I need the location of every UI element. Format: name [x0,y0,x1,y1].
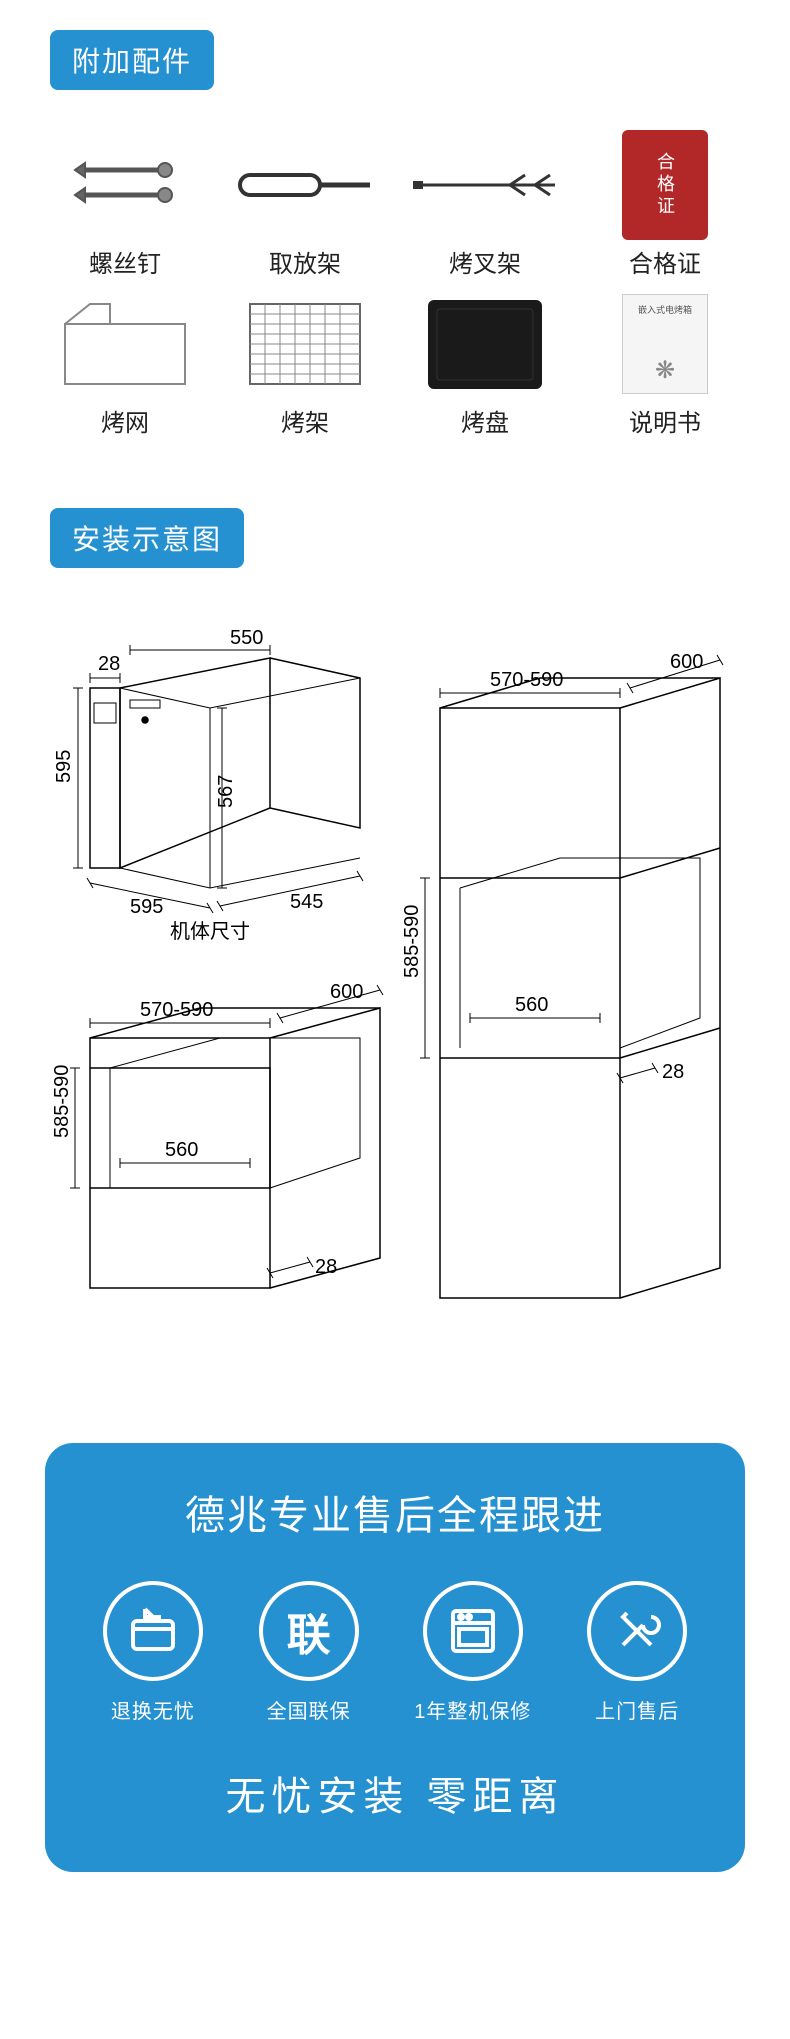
cert-icon: 合格证 [590,140,740,230]
svg-text:595: 595 [130,896,163,918]
accessory-tray: 烤盘 [400,299,570,438]
svg-text:28: 28 [662,1061,684,1083]
svg-text:570-590: 570-590 [490,669,563,691]
install-header: 安装示意图 [50,508,244,568]
tree-icon: ❋ [655,356,675,385]
svg-text:机体尺寸: 机体尺寸 [170,920,250,943]
oven-icon [423,1581,523,1681]
svg-text:567: 567 [215,775,237,808]
service-label: 上门售后 [595,1695,679,1724]
accessory-cert: 合格证 合格证 [580,140,750,279]
accessory-manual: 嵌入式电烤箱 ❋ 说明书 [580,299,750,438]
accessory-screws: 螺丝钉 [40,140,210,279]
union-icon: 联 [259,1581,359,1681]
union-char: 联 [287,1599,331,1663]
accessory-label: 烤网 [101,403,149,438]
svg-text:550: 550 [230,627,263,649]
wire-tray-icon [50,299,200,389]
svg-text:28: 28 [315,1256,337,1278]
service-item-warranty: 联 全国联保 [259,1581,359,1724]
svg-text:570-590: 570-590 [140,999,213,1021]
svg-text:585-590: 585-590 [51,1065,73,1138]
fork-icon [410,140,560,230]
grill-icon [230,299,380,389]
manual-icon: 嵌入式电烤箱 ❋ [590,299,740,389]
svg-text:545: 545 [290,891,323,913]
accessories-header: 附加配件 [50,30,214,90]
manual-book: 嵌入式电烤箱 ❋ [622,294,708,394]
handle-icon [230,140,380,230]
accessory-handle: 取放架 [220,140,390,279]
accessory-label: 烤架 [281,403,329,438]
accessory-grill: 烤架 [220,299,390,438]
return-icon [103,1581,203,1681]
screws-icon [50,140,200,230]
tray-icon [410,299,560,389]
accessory-label: 螺丝钉 [89,244,161,279]
accessory-label: 说明书 [629,403,701,438]
accessory-label: 烤盘 [461,403,509,438]
service-label: 1年整机保修 [414,1695,531,1724]
accessory-label: 取放架 [269,244,341,279]
service-label: 全国联保 [267,1695,351,1724]
service-box: 德兆专业售后全程跟进 退换无忧 联 全国联保 [45,1443,745,1872]
accessory-wire-tray: 烤网 [40,299,210,438]
service-footer: 无忧安装 零距离 [75,1764,715,1822]
cert-card: 合格证 [622,130,708,240]
service-item-return: 退换无忧 [103,1581,203,1724]
accessories-grid: 螺丝钉 取放架 烤叉架 合格证 合格证 [0,120,790,478]
accessory-fork: 烤叉架 [400,140,570,279]
service-title: 德兆专业售后全程跟进 [75,1483,715,1541]
accessory-label: 合格证 [629,244,701,279]
service-icons: 退换无忧 联 全国联保 1年整机保修 [75,1581,715,1724]
service-item-repair: 1年整机保修 [414,1581,531,1724]
svg-text:28: 28 [98,653,120,675]
svg-text:600: 600 [330,981,363,1003]
svg-text:560: 560 [165,1139,198,1161]
service-label: 退换无忧 [111,1695,195,1724]
svg-text:585-590: 585-590 [401,905,423,978]
tools-icon [587,1581,687,1681]
svg-text:560: 560 [515,994,548,1016]
accessory-label: 烤叉架 [449,244,521,279]
manual-title: 嵌入式电烤箱 [638,303,692,316]
service-item-onsite: 上门售后 [587,1581,687,1724]
svg-text:600: 600 [670,651,703,673]
svg-text:595: 595 [53,750,75,783]
install-diagram: 28 550 595 567 595 545 机体尺寸 [0,598,790,1363]
